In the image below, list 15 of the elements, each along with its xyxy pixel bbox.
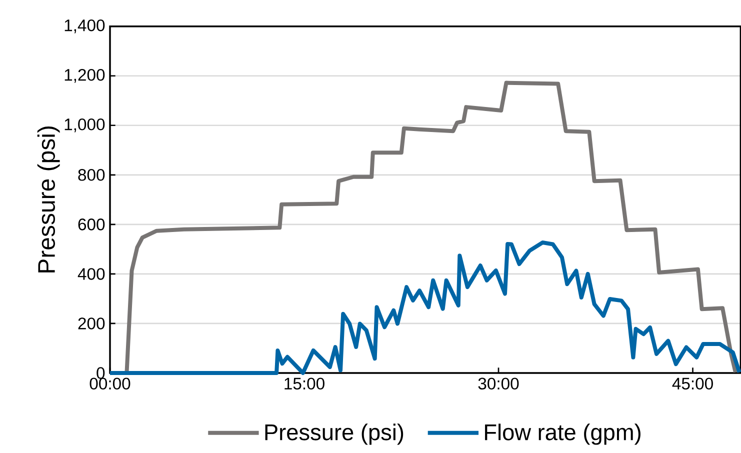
legend-label: Pressure (psi) (265, 424, 404, 445)
y-tick-label: 1,200 (64, 68, 105, 83)
y-tick-label: 0 (96, 367, 105, 379)
y-tick-label: 800 (78, 169, 105, 181)
x-tick-label: 45:00 (672, 378, 713, 390)
y-tick-label: 1,000 (64, 118, 105, 132)
legend-label: Flow rate (gpm) (485, 424, 640, 445)
x-tick-label: 15:00 (284, 378, 324, 390)
y-axis-title: Pressure (psi) (37, 126, 60, 272)
y-tick-label: 400 (78, 268, 105, 280)
y-tick-label: 200 (78, 318, 105, 330)
y-tick-label: 600 (78, 218, 105, 230)
y-tick-label: 1,400 (64, 19, 105, 34)
x-tick-label: 30:00 (478, 378, 519, 390)
x-tick-label: 00:00 (90, 378, 130, 390)
